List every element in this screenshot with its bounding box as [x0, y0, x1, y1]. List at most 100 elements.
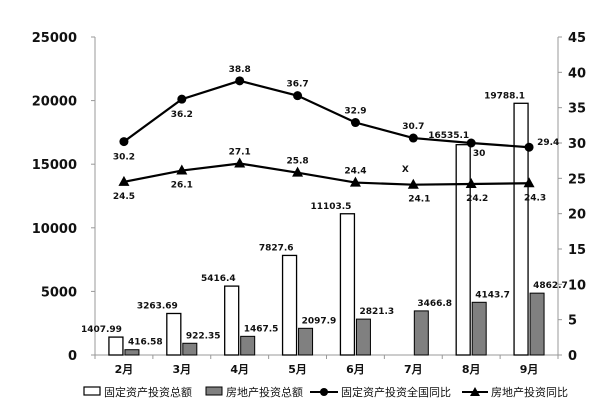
bar-label-real-estate: 3466.8	[417, 299, 452, 309]
marker-fixed-asset-yoy	[235, 76, 245, 86]
marker-fixed-asset-yoy	[177, 94, 187, 104]
bar-label-real-estate: 4862.7	[533, 281, 568, 291]
bar-fixed-asset	[513, 102, 529, 356]
marker-fixed-asset-yoy	[350, 118, 360, 128]
bar-real-estate	[529, 292, 545, 356]
y-right-tick-label: 25	[568, 172, 586, 187]
bar-label-fixed-asset: 5416.4	[201, 274, 236, 284]
y-right-tick-label: 0	[568, 349, 577, 364]
line-label-real-estate-yoy: 24.5	[113, 192, 135, 202]
bar-fixed-asset	[108, 336, 124, 356]
bar-label-fixed-asset: 1407.99	[81, 325, 122, 335]
y-right-tick-label: 20	[568, 208, 586, 223]
line-label-fixed-asset-yoy: 30.7	[402, 122, 424, 132]
axes: 0 5000 10000 15000 20000 25000 0 5 10 15 20 25 30 35 4…	[32, 31, 586, 376]
y-left-tick-label: 15000	[32, 158, 77, 173]
bar-label-real-estate: 1467.5	[244, 324, 279, 334]
line-label-fixed-asset-yoy: 30	[473, 149, 486, 159]
line-label-fixed-asset-yoy: 36.7	[286, 80, 308, 90]
bar-fixed-asset	[166, 312, 182, 356]
y-right-tick-label: 5	[568, 314, 577, 329]
bar-label-fixed-asset: 11103.5	[310, 202, 351, 212]
y-right-tick-label: 10	[568, 278, 586, 293]
marker-real-estate-yoy	[465, 177, 477, 188]
line-label-fixed-asset-yoy: 36.2	[171, 110, 193, 120]
legend-label-fixed-asset-yoy: 固定资产投资全国同比	[341, 385, 451, 399]
line-label-real-estate-yoy: 24.2	[466, 194, 488, 204]
bar-label-fixed-asset: X	[402, 165, 409, 175]
bar-label-fixed-asset: 19788.1	[484, 91, 525, 101]
bar-label-real-estate: 922.35	[186, 331, 221, 341]
line-real-estate-yoy	[123, 162, 530, 186]
bar-fixed-asset	[281, 254, 298, 356]
bar-label-real-estate: 416.58	[128, 338, 163, 348]
legend: 固定资产投资总额 房地产投资总额 固定资产投资全国同比 房地产投资同比	[83, 385, 568, 399]
x-tick-label: 4月	[230, 363, 249, 376]
line-label-fixed-asset-yoy: 30.2	[113, 153, 135, 163]
bar-fixed-asset	[455, 144, 471, 356]
x-tick-label: 7月	[404, 363, 423, 376]
line-label-real-estate-yoy: 25.8	[286, 157, 308, 167]
x-tick-label: 3月	[172, 363, 191, 376]
x-tick-label: 6月	[346, 363, 365, 376]
data-labels: 1407.99 3263.69 5416.4 7827.6 11103.5 X 16535.…	[81, 65, 568, 348]
y-right-tick-label: 40	[568, 66, 586, 81]
bar-real-estate	[240, 335, 256, 356]
legend-swatch-real-estate	[205, 386, 223, 396]
legend-label-real-estate-yoy: 房地产投资同比	[491, 385, 568, 399]
legend-marker-fixed-asset-yoy	[320, 388, 328, 396]
marker-fixed-asset-yoy	[293, 91, 303, 101]
legend-label-real-estate: 房地产投资总额	[226, 385, 303, 399]
bar-fixed-asset	[339, 213, 356, 356]
line-label-real-estate-yoy: 24.1	[408, 195, 430, 205]
x-tick-label: 2月	[115, 363, 134, 376]
y-left-tick-label: 25000	[32, 31, 77, 46]
marker-real-estate-yoy	[176, 164, 188, 175]
marker-fixed-asset-yoy	[119, 137, 129, 147]
bar-fixed-asset	[224, 285, 240, 356]
bar-label-real-estate: 2821.3	[359, 307, 394, 317]
y-left-tick-label: 20000	[32, 95, 77, 110]
legend-label-fixed-asset: 固定资产投资总额	[104, 385, 192, 399]
marker-fixed-asset-yoy	[466, 138, 476, 148]
bar-real-estate	[298, 327, 314, 356]
marker-real-estate-yoy	[523, 177, 535, 188]
y-right-tick-label: 35	[568, 102, 586, 117]
bar-real-estate	[471, 301, 487, 356]
line-label-real-estate-yoy: 27.1	[229, 147, 251, 157]
line-label-real-estate-yoy: 24.3	[524, 193, 546, 203]
line-label-fixed-asset-yoy: 29.4	[537, 138, 559, 148]
bar-label-real-estate: 4143.7	[475, 290, 510, 300]
legend-marker-real-estate-yoy	[470, 387, 480, 396]
marker-real-estate-yoy	[292, 166, 304, 177]
y-left-tick-label: 10000	[32, 222, 77, 237]
bar-real-estate	[182, 342, 198, 356]
marker-fixed-asset-yoy	[408, 133, 418, 143]
bars	[108, 102, 545, 356]
line-fixed-asset-yoy	[123, 79, 530, 149]
bar-real-estate	[124, 349, 140, 356]
bar-real-estate	[355, 318, 371, 356]
line-label-fixed-asset-yoy: 38.8	[229, 65, 251, 75]
marker-real-estate-yoy	[118, 175, 130, 186]
marker-real-estate-yoy	[349, 176, 361, 187]
line-label-real-estate-yoy: 26.1	[171, 181, 193, 191]
x-tick-label: 8月	[462, 363, 481, 376]
y-right-tick-label: 30	[568, 137, 586, 152]
y-left-tick-label: 0	[68, 349, 77, 364]
legend-swatch-fixed-asset	[83, 386, 101, 396]
lines	[118, 76, 535, 189]
line-label-fixed-asset-yoy: 32.9	[344, 107, 366, 117]
x-tick-label: 5月	[288, 363, 307, 376]
bar-label-fixed-asset: 3263.69	[137, 301, 178, 311]
bar-label-fixed-asset: 7827.6	[259, 243, 294, 253]
y-right-tick-label: 45	[568, 31, 586, 46]
line-label-real-estate-yoy: 24.4	[344, 167, 366, 177]
bar-real-estate	[413, 310, 429, 356]
marker-real-estate-yoy	[234, 157, 246, 168]
x-tick-label: 9月	[520, 363, 539, 376]
y-left-tick-label: 5000	[41, 285, 77, 300]
y-right-tick-label: 15	[568, 243, 586, 258]
bar-label-real-estate: 2097.9	[302, 316, 337, 326]
